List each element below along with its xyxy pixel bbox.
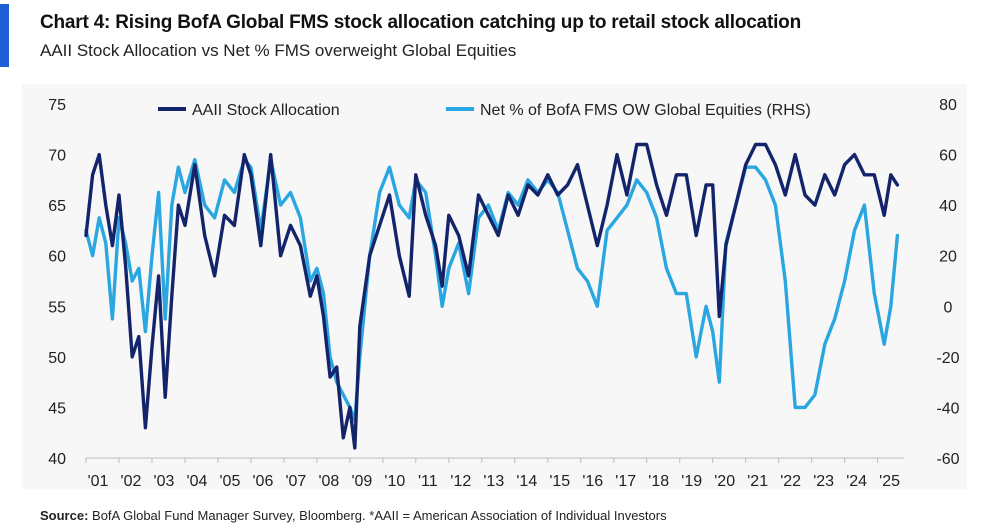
chart-title: Chart 4: Rising BofA Global FMS stock al…: [40, 12, 801, 33]
right-tick-label: 20: [939, 249, 957, 266]
x-tick-label: '07: [285, 473, 306, 490]
series-lines: [84, 142, 900, 450]
legend: AAII Stock Allocation Net % of BofA FMS …: [158, 102, 811, 119]
chart-subtitle: AAII Stock Allocation vs Net % FMS overw…: [40, 41, 517, 60]
left-tick-label: 50: [48, 350, 66, 367]
x-tick-label: '01: [88, 473, 109, 490]
right-tick-label: -40: [936, 400, 959, 417]
right-tick-label: -60: [936, 451, 959, 468]
left-tick-label: 70: [48, 148, 66, 165]
series-line-fms: [84, 157, 900, 422]
series-line-aaii: [84, 142, 900, 450]
left-tick-label: 60: [48, 249, 66, 266]
x-tick-label: '18: [648, 473, 669, 490]
x-tick-label: '13: [483, 473, 504, 490]
x-tick-label: '23: [813, 473, 834, 490]
x-tick-label: '16: [582, 473, 603, 490]
x-tick-label: '04: [187, 473, 208, 490]
x-tick-label: '12: [450, 473, 471, 490]
x-tick-label: '11: [418, 473, 438, 490]
source-label: Source:: [40, 508, 89, 523]
left-tick-label: 40: [48, 451, 66, 468]
source-note: Source: BofA Global Fund Manager Survey,…: [40, 508, 667, 523]
x-tick-label: '21: [747, 473, 768, 490]
right-tick-label: 80: [939, 97, 957, 114]
x-tick-label: '08: [318, 473, 339, 490]
x-tick-label: '14: [516, 473, 537, 490]
legend-label-aaii: AAII Stock Allocation: [192, 102, 340, 119]
x-tick-label: '09: [351, 473, 372, 490]
x-tick-label: '15: [549, 473, 570, 490]
x-tick-label: '03: [154, 473, 175, 490]
right-tick-label: 40: [939, 198, 957, 215]
x-tick-label: '22: [780, 473, 801, 490]
right-axis-ticks: -60 -40 -20 0 20 40 60 80: [936, 97, 959, 468]
title-accent-bar: [0, 4, 9, 67]
x-tick-label: '19: [681, 473, 702, 490]
left-axis-ticks: 40 45 50 55 60 65 70 75: [48, 97, 66, 468]
left-tick-label: 45: [48, 400, 66, 417]
x-tick-label: '20: [714, 473, 735, 490]
right-tick-label: -20: [936, 350, 959, 367]
x-tick-label: '10: [384, 473, 405, 490]
right-tick-label: 60: [939, 148, 957, 165]
x-tick-label: '25: [879, 473, 900, 490]
x-tick-label: '05: [220, 473, 241, 490]
source-text: BofA Global Fund Manager Survey, Bloombe…: [88, 508, 667, 523]
x-tick-label: '17: [615, 473, 636, 490]
right-tick-label: 0: [944, 299, 953, 316]
x-tick-label: '06: [252, 473, 273, 490]
x-axis-ticks: '01 '02 '03 '04 '05 '06 '07 '08 '09 '10 '11 '12 '13 '…: [85, 458, 900, 490]
left-tick-label: 65: [48, 198, 66, 215]
left-tick-label: 55: [48, 299, 66, 316]
legend-label-fms: Net % of BofA FMS OW Global Equities (RH…: [480, 102, 811, 119]
left-tick-label: 75: [48, 97, 66, 114]
x-tick-label: '02: [121, 473, 142, 490]
x-tick-label: '24: [846, 473, 867, 490]
plot-background: [22, 84, 967, 489]
